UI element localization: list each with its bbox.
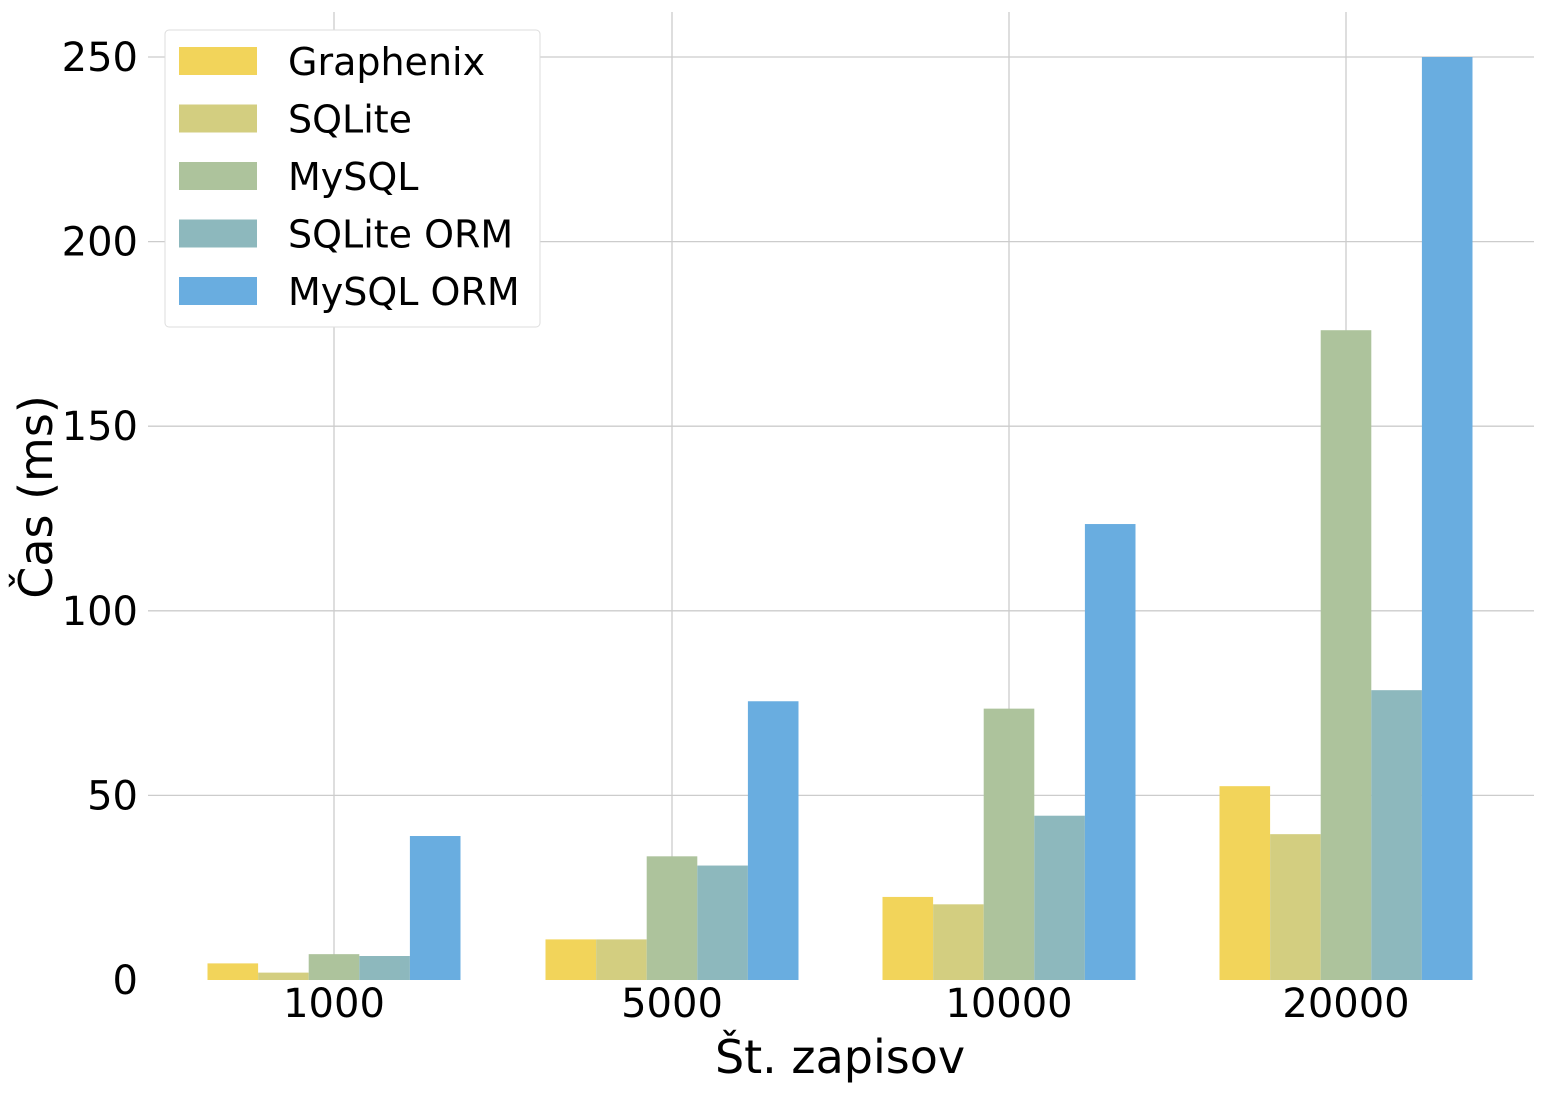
- bar-sqlite-orm-20000: [1371, 690, 1422, 980]
- x-tick-label: 5000: [621, 981, 723, 1027]
- bar-mysql-orm-10000: [1084, 524, 1136, 980]
- x-tick-label: 1000: [283, 981, 385, 1027]
- bar-graphenix-20000: [1219, 786, 1271, 980]
- legend-swatch: [179, 104, 257, 133]
- bar-mysql-orm-1000: [409, 836, 461, 980]
- y-tick-label: 0: [113, 958, 138, 1004]
- bar-mysql-10000: [983, 708, 1035, 980]
- legend-swatch: [179, 219, 257, 248]
- bar-sqlite-orm-10000: [1034, 815, 1085, 980]
- y-tick-label: 150: [62, 404, 138, 450]
- legend-swatch: [179, 162, 257, 190]
- legend-label: Graphenix: [288, 40, 485, 84]
- legend-frame: [164, 29, 541, 328]
- tick-labels: 0 50 100 150 200 250 1000 5000 10000 20000: [62, 35, 1410, 1027]
- y-tick-label: 100: [62, 589, 138, 635]
- legend-label: SQLite ORM: [288, 213, 513, 257]
- y-axis-title: Čas (ms): [8, 395, 63, 599]
- bar-sqlite-5000: [596, 939, 647, 980]
- bar-graphenix-5000: [545, 939, 597, 980]
- bar-graphenix-10000: [882, 896, 934, 980]
- bar-sqlite-20000: [1270, 834, 1321, 980]
- bar-sqlite-10000: [933, 904, 984, 980]
- legend-label: MySQL ORM: [288, 270, 520, 314]
- bar-graphenix-1000: [207, 963, 259, 980]
- x-axis-title: Št. zapisov: [715, 1029, 965, 1084]
- y-tick-label: 50: [87, 773, 138, 819]
- legend-label: MySQL: [288, 155, 418, 199]
- x-tick-label: 20000: [1282, 981, 1409, 1027]
- bar-mysql-1000: [308, 954, 360, 980]
- bar-mysql-5000: [646, 856, 698, 980]
- bar-mysql-20000: [1320, 330, 1372, 980]
- legend-label: SQLite: [288, 98, 412, 142]
- legend-swatch: [179, 47, 257, 75]
- bar-sqlite-orm-5000: [697, 865, 748, 980]
- bar-mysql-orm-20000: [1421, 57, 1473, 980]
- bars: [207, 57, 1473, 980]
- x-tick-label: 10000: [945, 981, 1072, 1027]
- bar-sqlite-orm-1000: [359, 956, 410, 980]
- legend: Graphenix SQLite MySQL SQLite ORM MySQL ORM: [164, 29, 541, 328]
- y-tick-label: 200: [62, 220, 138, 266]
- legend-swatch: [179, 277, 257, 305]
- bar-sqlite-1000: [258, 972, 309, 980]
- y-tick-label: 250: [62, 35, 138, 81]
- bar-mysql-orm-5000: [747, 701, 799, 980]
